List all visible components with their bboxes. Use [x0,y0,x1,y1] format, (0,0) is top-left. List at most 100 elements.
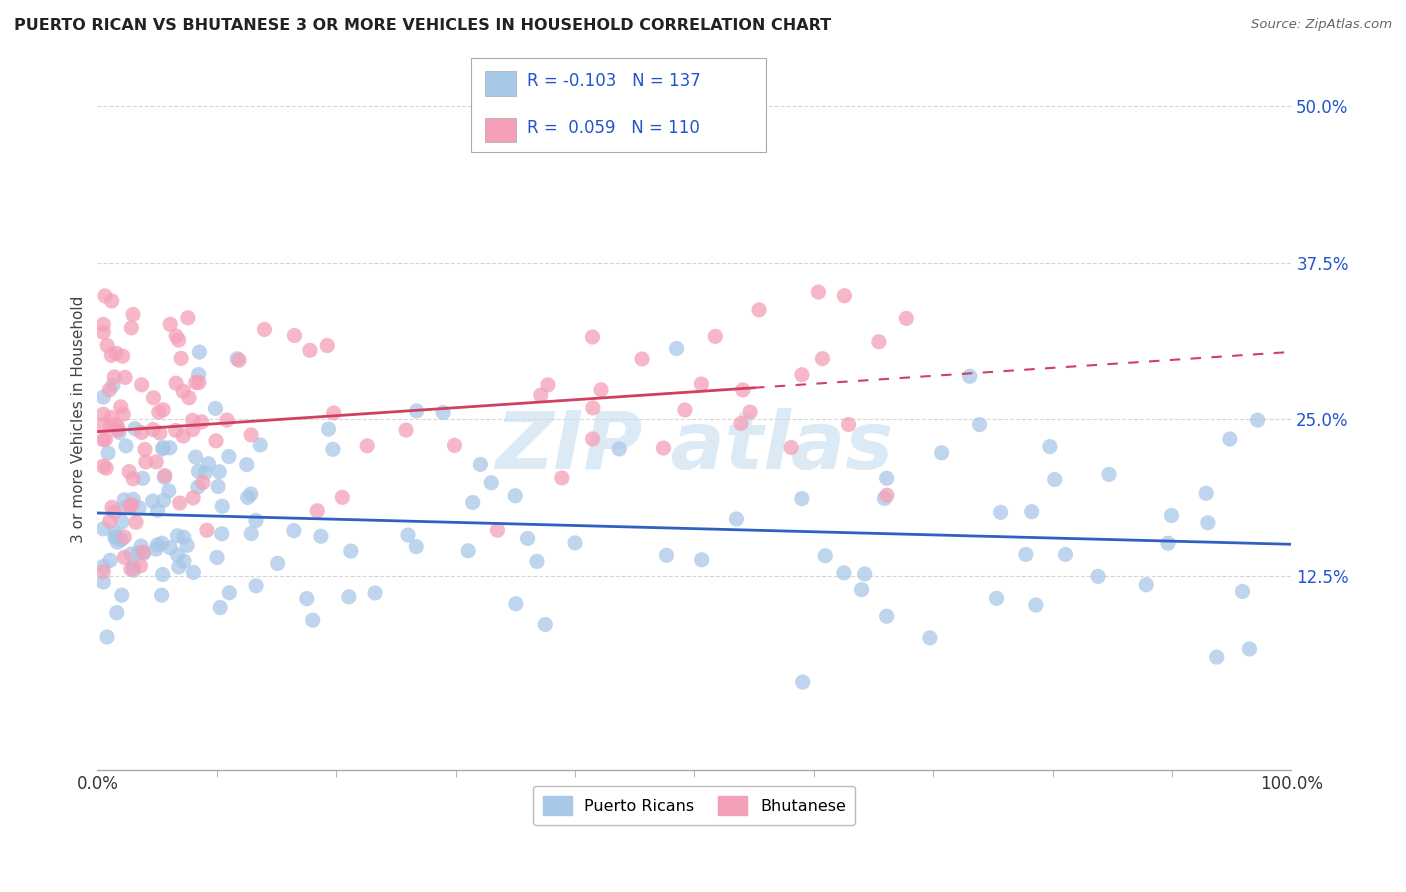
Bhutanese [145,455,167,469]
Bhutanese [148,405,170,419]
Puerto Ricans [1246,413,1268,427]
Puerto Ricans [283,524,305,538]
Puerto Ricans [918,631,941,645]
Bhutanese [91,459,114,474]
Puerto Ricans [159,441,181,455]
Bhutanese [96,338,118,352]
Bhutanese [98,514,121,528]
Bhutanese [395,423,418,437]
Puerto Ricans [322,442,344,457]
Bhutanese [253,322,276,336]
Bhutanese [122,308,145,322]
Puerto Ricans [295,591,318,606]
Bhutanese [868,334,890,349]
Bhutanese [104,417,127,432]
Puerto Ricans [1098,467,1121,482]
Puerto Ricans [105,606,128,620]
Bhutanese [118,465,141,479]
Puerto Ricans [122,492,145,507]
Puerto Ricans [1232,584,1254,599]
Bhutanese [125,516,148,530]
Puerto Ricans [218,450,240,464]
Bhutanese [91,318,114,332]
Puerto Ricans [792,675,814,690]
Puerto Ricans [832,566,855,580]
Bhutanese [876,488,898,502]
Puerto Ricans [187,368,209,382]
Bhutanese [132,545,155,559]
Text: PUERTO RICAN VS BHUTANESE 3 OR MORE VEHICLES IN HOUSEHOLD CORRELATION CHART: PUERTO RICAN VS BHUTANESE 3 OR MORE VEHI… [14,18,831,33]
Bhutanese [94,289,117,303]
Puerto Ricans [245,579,267,593]
Bhutanese [581,432,603,446]
Puerto Ricans [176,538,198,552]
Puerto Ricans [101,378,124,392]
Puerto Ricans [166,548,188,562]
Bhutanese [131,425,153,440]
Bhutanese [149,425,172,440]
Puerto Ricans [187,480,209,494]
Puerto Ricans [516,532,538,546]
Puerto Ricans [150,588,173,602]
Puerto Ricans [1239,642,1261,657]
Bhutanese [104,505,127,519]
Bhutanese [134,442,156,457]
Puerto Ricans [364,586,387,600]
Puerto Ricans [98,553,121,567]
Bhutanese [122,472,145,486]
Bhutanese [165,424,187,438]
Puerto Ricans [194,466,217,480]
Puerto Ricans [111,588,134,602]
Puerto Ricans [725,512,748,526]
Puerto Ricans [969,417,991,432]
Puerto Ricans [105,530,128,544]
Puerto Ricans [851,582,873,597]
Puerto Ricans [128,500,150,515]
Bhutanese [120,321,142,335]
Puerto Ricans [655,549,678,563]
Puerto Ricans [111,515,134,529]
Puerto Ricans [152,442,174,456]
Puerto Ricans [132,546,155,560]
Puerto Ricans [152,493,174,508]
Bhutanese [142,391,165,405]
Bhutanese [780,441,803,455]
Bhutanese [807,285,830,299]
Puerto Ricans [790,491,813,506]
Puerto Ricans [167,560,190,574]
Puerto Ricans [340,544,363,558]
Bhutanese [582,401,605,415]
Bhutanese [100,419,122,434]
Puerto Ricans [105,535,128,549]
Puerto Ricans [120,547,142,561]
Bhutanese [551,471,574,485]
Bhutanese [100,348,122,362]
Bhutanese [187,376,209,390]
Puerto Ricans [457,543,479,558]
Puerto Ricans [1157,536,1180,550]
Bhutanese [316,338,339,352]
Bhutanese [91,433,114,447]
Bhutanese [181,491,204,505]
Puerto Ricans [1219,432,1241,446]
Puerto Ricans [959,369,981,384]
Puerto Ricans [152,441,174,455]
Bhutanese [101,500,124,515]
Puerto Ricans [240,526,263,541]
Bhutanese [165,376,187,391]
Puerto Ricans [405,540,427,554]
Bhutanese [190,415,212,429]
Puerto Ricans [115,439,138,453]
Bhutanese [165,329,187,343]
Puerto Ricans [218,585,240,599]
Puerto Ricans [104,530,127,544]
Puerto Ricans [1021,505,1043,519]
Bhutanese [530,388,553,402]
Bhutanese [486,523,509,537]
Bhutanese [105,346,128,360]
Puerto Ricans [110,533,132,547]
Bhutanese [129,558,152,573]
Puerto Ricans [211,500,233,514]
Bhutanese [100,410,122,425]
Bhutanese [191,475,214,490]
